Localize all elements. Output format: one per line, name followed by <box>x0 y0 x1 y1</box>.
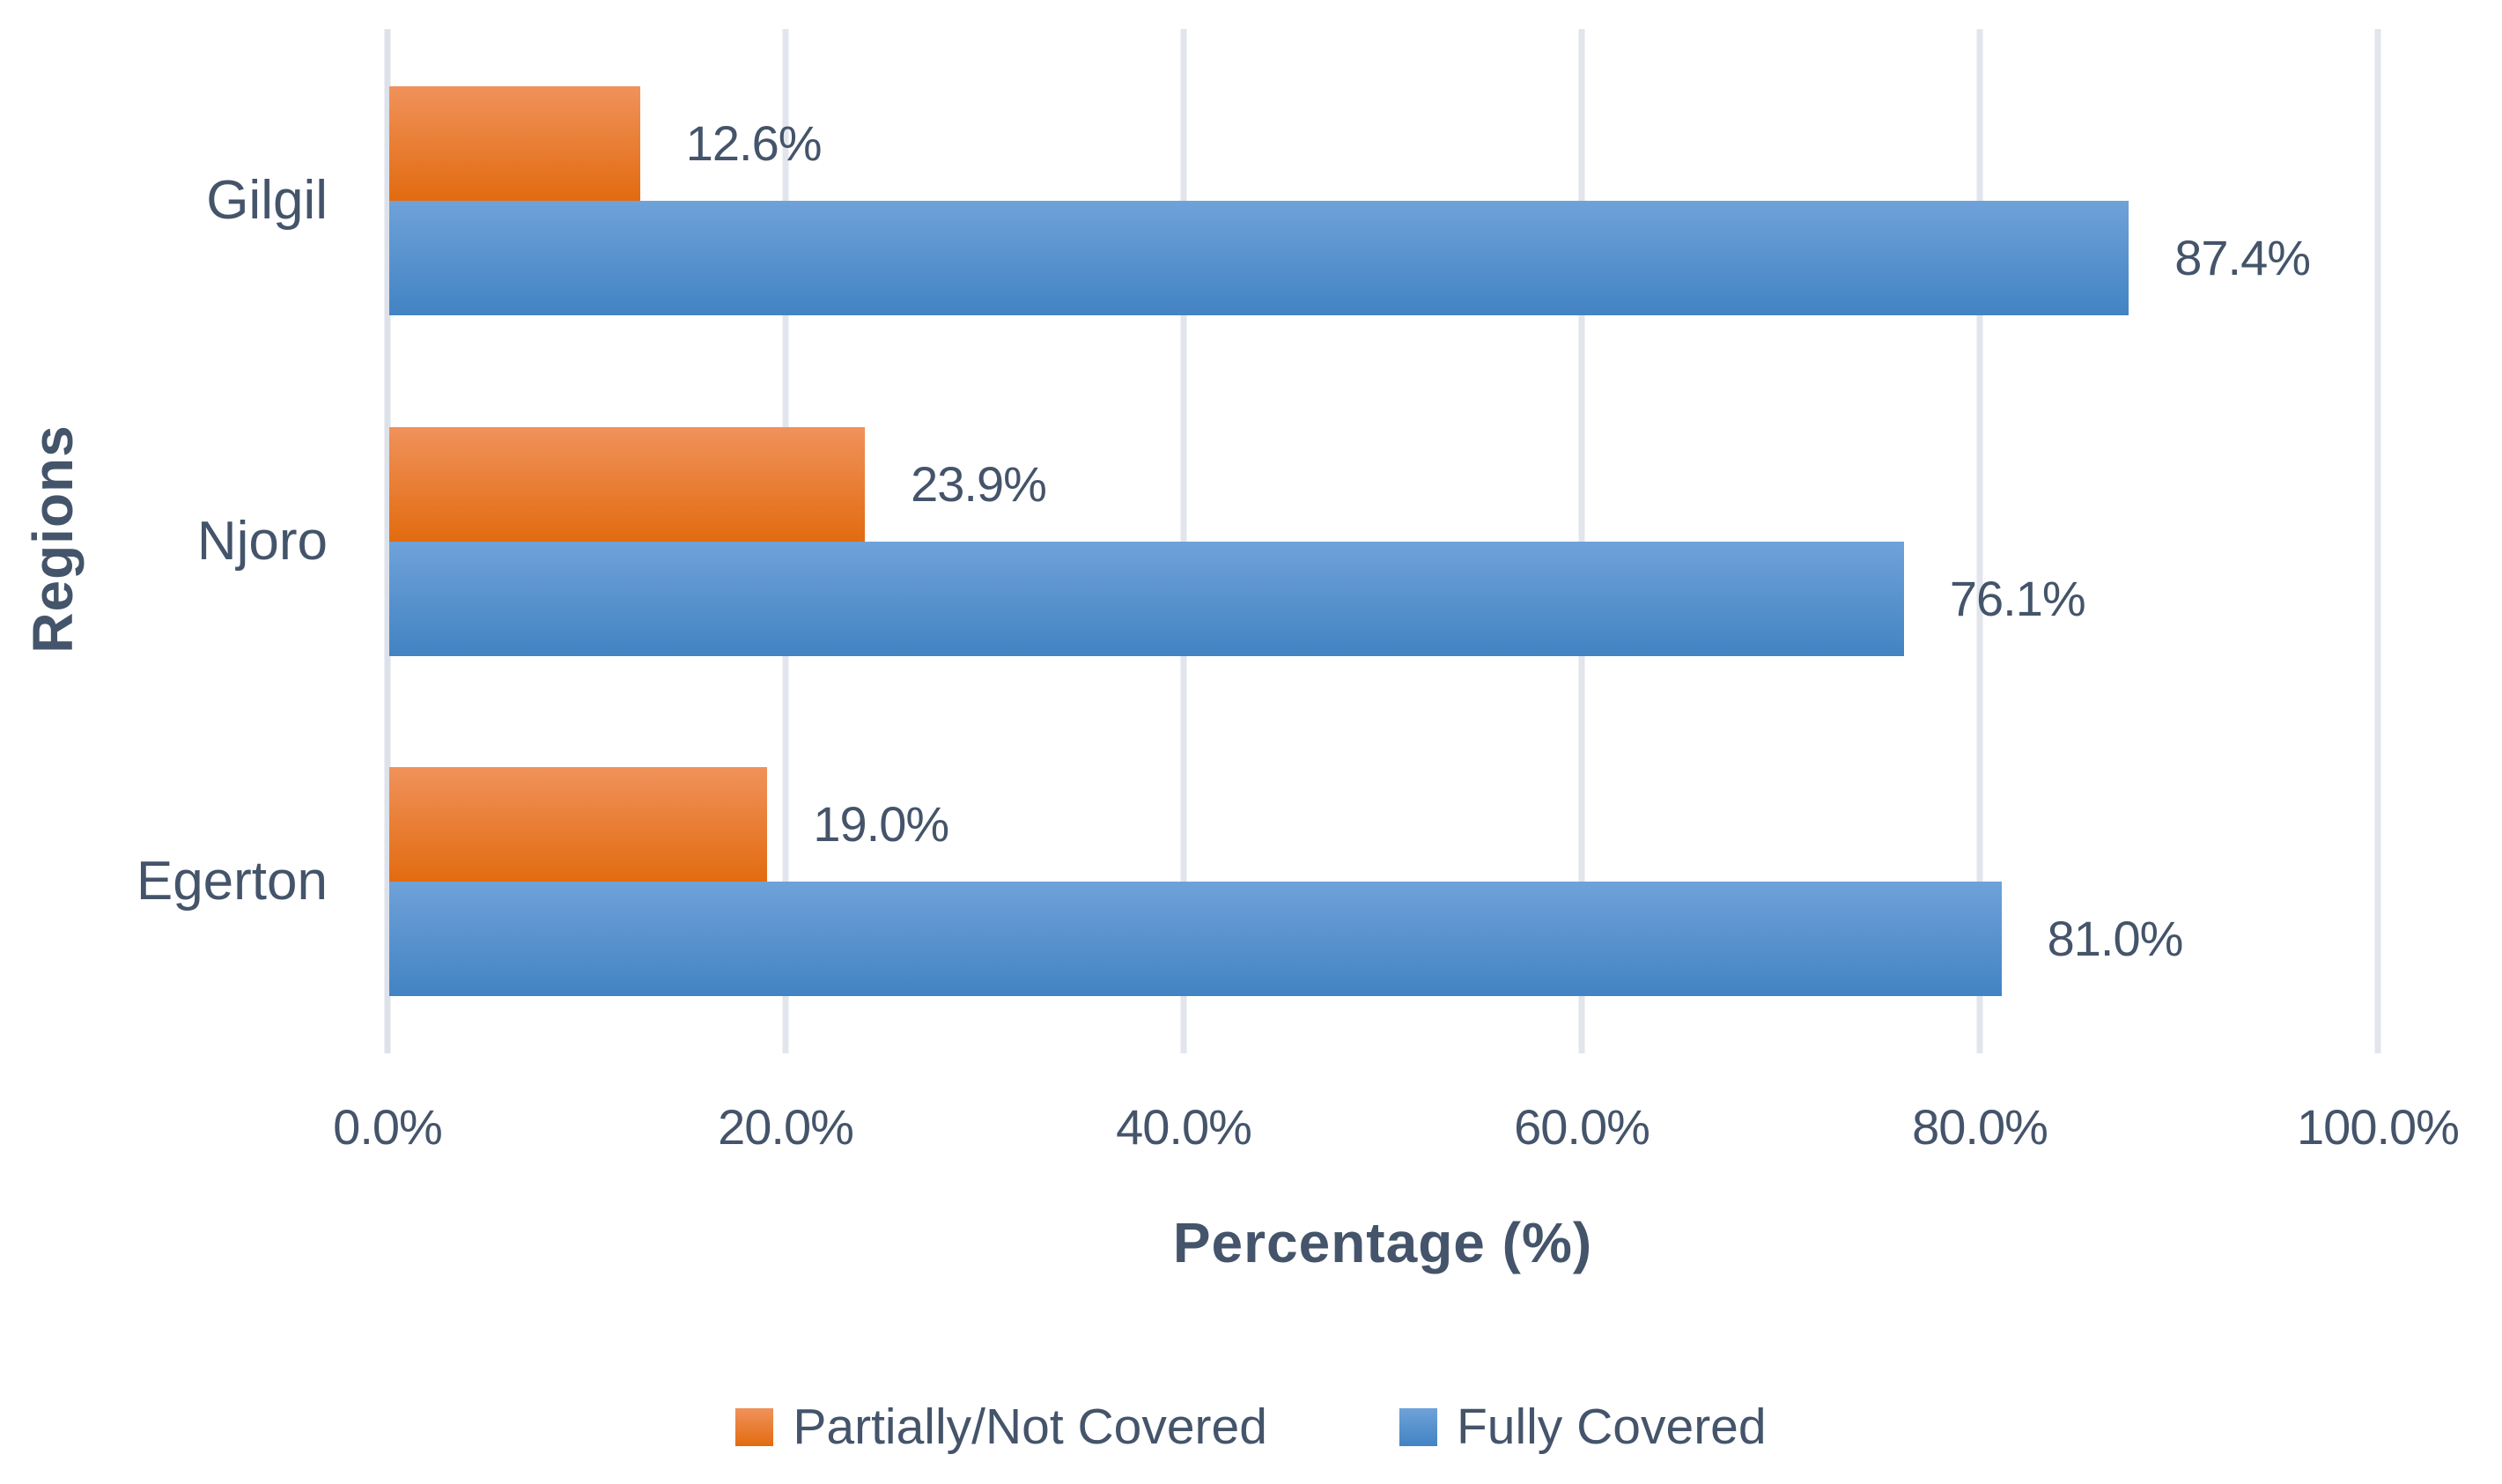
plot-area: 12.6% 87.4% 23.9% 76.1% 19.0% 81.0% <box>384 29 2381 1053</box>
data-label: 81.0% <box>2047 910 2184 966</box>
bar-njoro-series-1 <box>389 426 866 542</box>
category-label-njoro: Njoro <box>196 510 328 572</box>
x-tick-label: 40.0% <box>1116 1099 1252 1155</box>
legend-label: Partially/Not Covered <box>793 1399 1267 1455</box>
data-label: 19.0% <box>813 795 949 852</box>
x-tick-label: 60.0% <box>1514 1099 1650 1155</box>
x-axis-tick-labels: 0.0% 20.0% 40.0% 60.0% 80.0% 100.0% <box>333 1099 2460 1164</box>
bar-gilgil-series-2 <box>389 201 2129 316</box>
data-label: 23.9% <box>911 455 1047 512</box>
legend-swatch-icon <box>735 1408 774 1446</box>
legend-item-1: Partially/Not Covered <box>735 1402 1267 1452</box>
bar-gilgil-series-1 <box>389 86 640 202</box>
x-tick-label: 0.0% <box>333 1099 443 1155</box>
legend-swatch-icon <box>1399 1408 1437 1446</box>
data-label: 76.1% <box>1949 570 2086 626</box>
category-label-egerton: Egerton <box>136 850 328 912</box>
legend-label: Fully Covered <box>1456 1399 1767 1455</box>
bar-egerton-series-2 <box>389 881 2002 996</box>
data-label: 87.4% <box>2174 230 2311 286</box>
legend: Partially/Not Covered Fully Covered <box>0 1402 2502 1452</box>
x-tick-label: 80.0% <box>1912 1099 2048 1155</box>
gridline <box>2374 29 2381 1053</box>
bar-egerton-series-1 <box>389 766 768 882</box>
bar-njoro-series-2 <box>389 541 1904 656</box>
category-label-gilgil: Gilgil <box>206 170 328 232</box>
y-axis-line <box>384 29 391 1053</box>
x-tick-label: 100.0% <box>2297 1099 2460 1155</box>
y-axis-category-labels: Gilgil Njoro Egerton <box>0 31 328 1052</box>
legend-item-2: Fully Covered <box>1399 1402 1767 1452</box>
data-label: 12.6% <box>685 115 823 172</box>
x-axis-title: Percentage (%) <box>1172 1211 1593 1274</box>
x-tick-label: 20.0% <box>718 1099 854 1155</box>
gridline <box>1976 29 1983 1053</box>
